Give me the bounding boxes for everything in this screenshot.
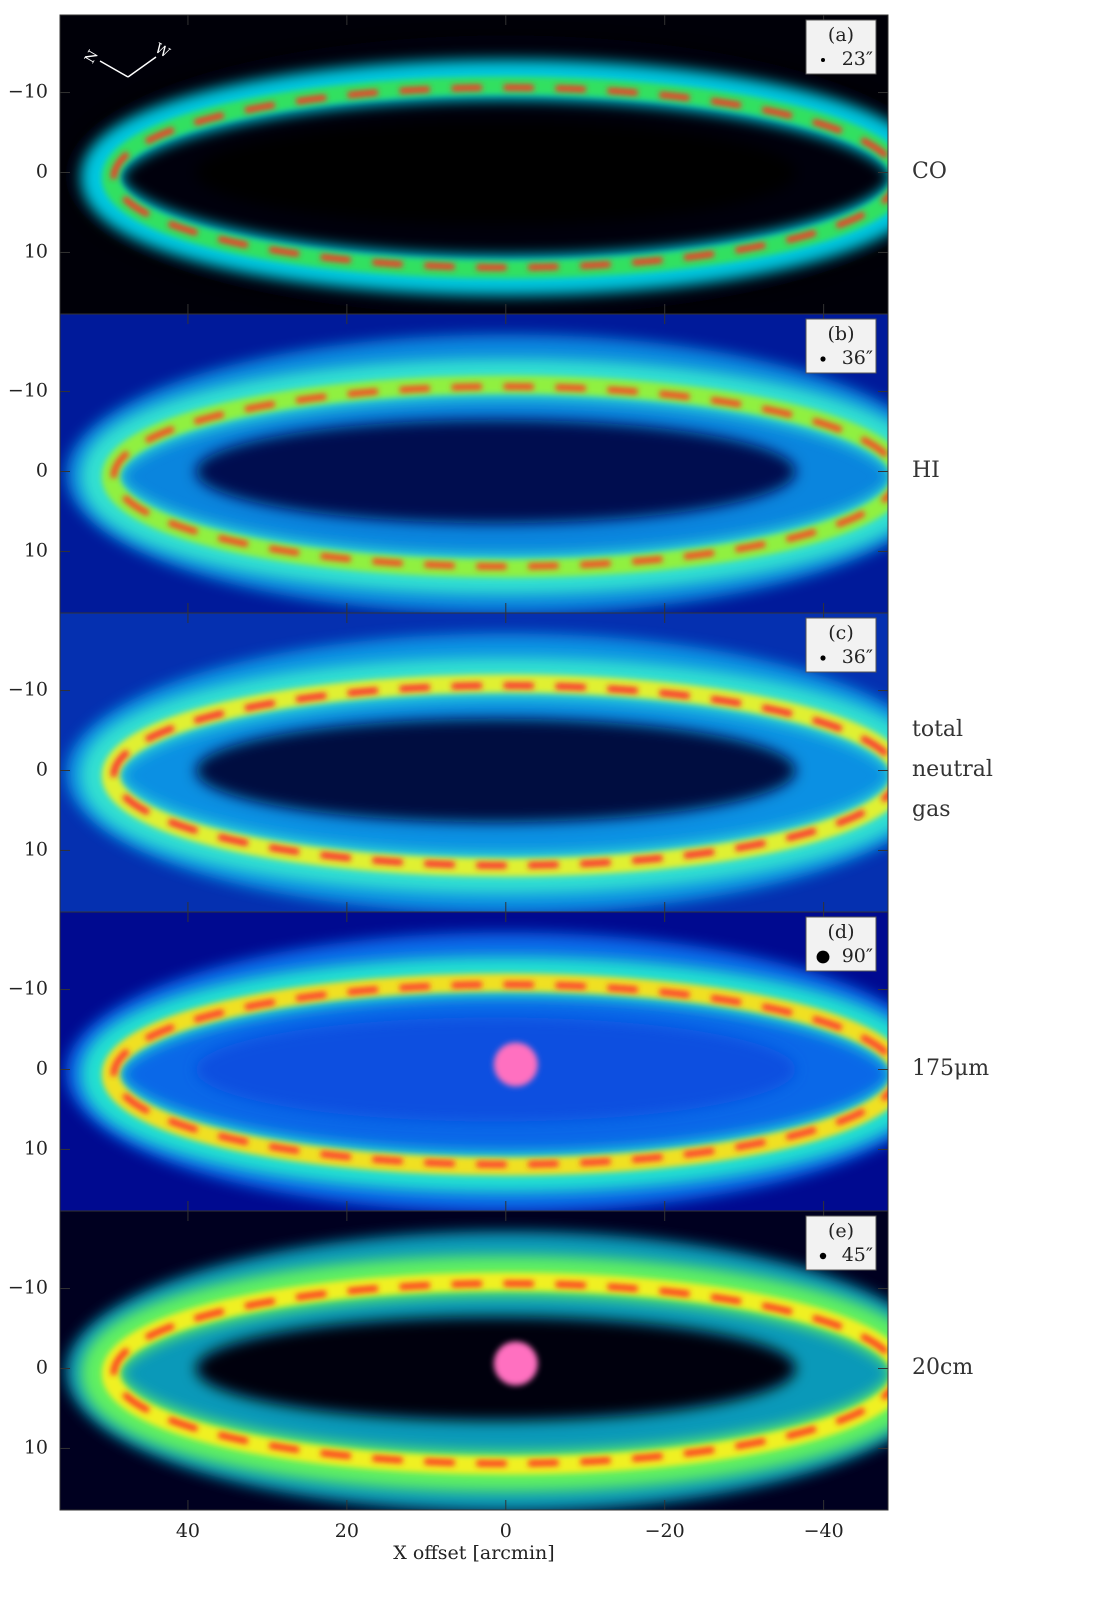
y-tick-label: 0 (36, 1356, 48, 1378)
beam-box (805, 617, 877, 673)
beam-size: 36″ (842, 646, 873, 668)
panel-image (60, 15, 888, 314)
beam-dot (821, 58, 825, 62)
beam-size: 90″ (842, 945, 873, 967)
ring-core (110, 981, 888, 1168)
beam-size: 23″ (842, 48, 873, 70)
y-tick-label: −10 (8, 978, 48, 1000)
panel-label: (e) (828, 1220, 854, 1242)
panel-image (60, 912, 888, 1211)
panel-image (60, 1211, 888, 1510)
ring-core (110, 383, 888, 570)
ring-core (110, 682, 888, 869)
y-tick-label: 0 (36, 459, 48, 481)
inner-disk (195, 120, 796, 225)
panel-label: (b) (828, 323, 855, 345)
panel-name: CO (912, 159, 947, 185)
y-tick-label: 10 (24, 240, 48, 262)
compass-arrow (127, 56, 157, 78)
panel-name: 20cm (912, 1355, 974, 1381)
ring-core (110, 1280, 888, 1467)
x-tick-label: 0 (500, 1520, 512, 1542)
inner-disk (195, 419, 796, 524)
y-tick-label: 0 (36, 758, 48, 780)
beam-dot (816, 950, 830, 964)
beam-dot (820, 655, 826, 661)
inner-disk (195, 718, 796, 823)
y-tick-label: 10 (24, 838, 48, 860)
beam-dot (819, 1252, 827, 1260)
panel-label: (c) (828, 622, 853, 644)
y-tick-label: 10 (24, 1137, 48, 1159)
y-tick-label: 0 (36, 160, 48, 182)
y-tick-label: −10 (8, 81, 48, 103)
beam-box (805, 19, 877, 75)
y-tick-label: −10 (8, 679, 48, 701)
x-tick-label: 40 (176, 1520, 200, 1542)
beam-size: 36″ (842, 347, 873, 369)
panel-label: (a) (828, 24, 854, 46)
panel-name: HI (912, 458, 940, 484)
panel-image (60, 314, 888, 613)
ring-core (110, 84, 888, 271)
y-tick-label: 10 (24, 1436, 48, 1458)
y-tick-label: −10 (8, 1277, 48, 1299)
x-tick-label: 20 (335, 1520, 359, 1542)
nucleus (493, 1042, 538, 1087)
beam-box (805, 916, 877, 972)
beam-box (805, 1215, 877, 1271)
panel-name: 175μm (912, 1056, 990, 1082)
panel-label: (d) (828, 921, 855, 943)
x-axis-label: X offset [arcmin] (393, 1542, 554, 1564)
y-tick-label: 10 (24, 539, 48, 561)
beam-dot (820, 356, 826, 362)
frame (59, 1210, 889, 1511)
x-tick-label: −20 (645, 1520, 685, 1542)
y-tick-label: 0 (36, 1057, 48, 1079)
beam-size: 45″ (842, 1244, 873, 1266)
panel-name: total neutral gas (912, 717, 993, 823)
x-tick-label: −40 (804, 1520, 844, 1542)
nucleus (493, 1341, 538, 1386)
y-tick-label: −10 (8, 380, 48, 402)
panel-image (60, 613, 888, 912)
compass-arrow (99, 60, 129, 78)
beam-box (805, 318, 877, 374)
